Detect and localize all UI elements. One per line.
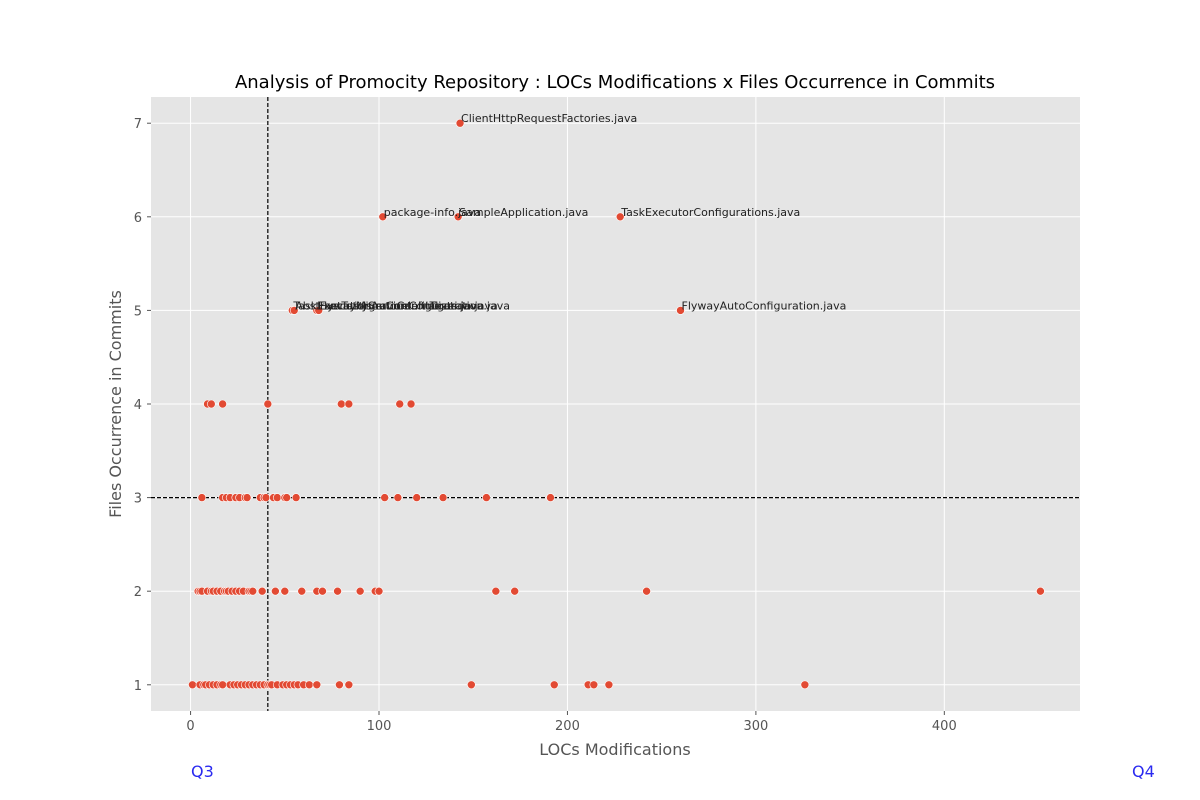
data-point: [355, 586, 365, 596]
data-point: [280, 586, 290, 596]
data-point: [453, 212, 463, 222]
data-point: [242, 493, 252, 502]
x-tick-label: 100: [367, 719, 392, 734]
data-point: [393, 493, 403, 502]
data-point: [491, 586, 501, 596]
y-tick-label: 6: [134, 211, 142, 226]
data-point: [800, 680, 810, 690]
data-point: [289, 306, 299, 315]
data-point: [395, 399, 405, 409]
data-point: [257, 586, 267, 596]
data-point: [510, 586, 519, 596]
data-point: [1036, 586, 1045, 596]
data-point: [380, 493, 389, 502]
data-point: [314, 306, 324, 315]
data-point: [337, 399, 346, 409]
y-tick-label: 3: [134, 492, 142, 507]
data-point: [546, 493, 555, 502]
data-point: [344, 680, 354, 690]
data-point: [455, 118, 465, 128]
axis-ticks: 0 100 200 300 400 1 2 3 4 5 6 7: [134, 117, 957, 734]
data-point: [291, 493, 301, 502]
data-point: [271, 586, 280, 596]
data-point: [248, 586, 258, 596]
grid-lines: [151, 97, 1080, 711]
data-point: [304, 680, 314, 690]
data-points: [188, 118, 1045, 690]
data-point: [406, 399, 416, 409]
data-point: [218, 680, 227, 690]
data-point: [374, 586, 384, 596]
point-label: TaskExecutorConfigurations.java: [620, 206, 800, 219]
point-label: ExecutorServiceConfiguration.java: [320, 299, 510, 312]
data-point: [197, 493, 207, 502]
y-tick-label: 5: [134, 304, 142, 319]
data-point: [272, 493, 282, 502]
x-axis-label: LOCs Modifications: [539, 740, 690, 759]
x-tick-label: 200: [555, 719, 580, 734]
point-label: ClientHttpRequestFactories.java: [461, 112, 637, 125]
data-point: [261, 493, 271, 502]
y-axis-label: Files Occurrence in Commits: [106, 290, 125, 518]
data-point: [438, 493, 448, 502]
chart-title: Analysis of Promocity Repository : LOCs …: [235, 72, 995, 93]
data-point: [335, 680, 344, 690]
data-point: [218, 399, 227, 409]
data-point: [282, 493, 291, 502]
data-point: [482, 493, 491, 502]
data-point: [589, 680, 599, 690]
data-point: [467, 680, 476, 690]
y-tick-label: 7: [134, 117, 142, 132]
data-point: [549, 680, 559, 690]
point-label: AbstractTestJsonContentTests.java: [295, 299, 483, 312]
data-point: [378, 212, 388, 222]
x-tick-label: 300: [743, 719, 768, 734]
x-tick-label: 400: [932, 719, 957, 734]
y-tick-label: 1: [134, 679, 142, 694]
data-point: [344, 399, 354, 409]
data-point: [263, 399, 273, 409]
point-label: SampleApplication.java: [459, 206, 588, 219]
point-label: FlywayAutoConfiguration.java: [682, 299, 847, 312]
quadrant-label-q4: Q4: [1132, 762, 1155, 781]
data-point: [207, 399, 216, 409]
data-point: [312, 680, 322, 690]
x-tick-label: 0: [186, 719, 194, 734]
data-point: [642, 586, 651, 596]
point-label: FlywayMigrationInitializer.java: [318, 299, 484, 312]
data-point: [604, 680, 614, 690]
y-tick-label: 4: [134, 398, 142, 413]
point-label: package-info.java: [384, 206, 481, 219]
data-point: [412, 493, 421, 502]
y-tick-label: 2: [134, 585, 142, 600]
point-labels: ClientHttpRequestFactories.java package-i…: [292, 112, 846, 312]
point-label: TaskExecutionAutoConfiguration.java: [292, 299, 497, 312]
data-point: [676, 306, 685, 315]
data-point: [297, 586, 307, 596]
data-point: [615, 212, 625, 222]
quadrant-label-q3: Q3: [191, 762, 214, 781]
data-point: [333, 586, 342, 596]
data-point: [188, 680, 197, 690]
data-point: [318, 586, 327, 596]
